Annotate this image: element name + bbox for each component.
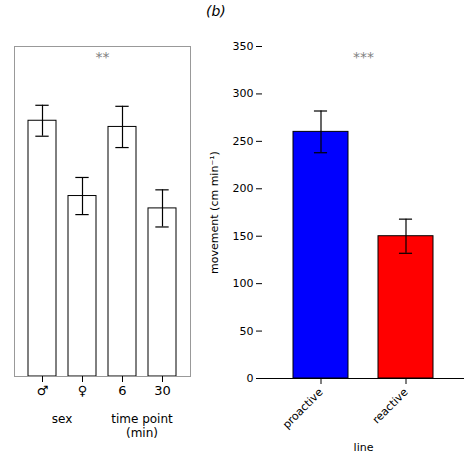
svg-text:300: 300 [233, 87, 254, 100]
svg-text:6: 6 [118, 383, 126, 398]
svg-text:150: 150 [233, 230, 254, 243]
svg-text:reactive: reactive [370, 386, 411, 427]
svg-text:250: 250 [233, 135, 254, 148]
svg-text:♀: ♀ [78, 383, 88, 398]
svg-text:sex: sex [52, 412, 73, 426]
svg-text:50: 50 [240, 325, 254, 338]
html-text:(b): (b) [206, 3, 226, 19]
svg-text:***: *** [353, 49, 374, 65]
svg-text:**: ** [96, 49, 110, 65]
svg-text:0: 0 [247, 372, 254, 385]
svg-text:30: 30 [154, 383, 171, 398]
svg-text:time point(min): time point(min) [111, 412, 173, 440]
svg-text:proactive: proactive [280, 386, 326, 432]
svg-text:line: line [354, 441, 374, 454]
svg-text:100: 100 [233, 277, 254, 290]
svg-text:♂: ♂ [37, 383, 49, 398]
svg-text:movement (cm min⁻¹): movement (cm min⁻¹) [208, 151, 221, 274]
svg-text:200: 200 [233, 182, 254, 195]
svg-text:350: 350 [233, 40, 254, 53]
